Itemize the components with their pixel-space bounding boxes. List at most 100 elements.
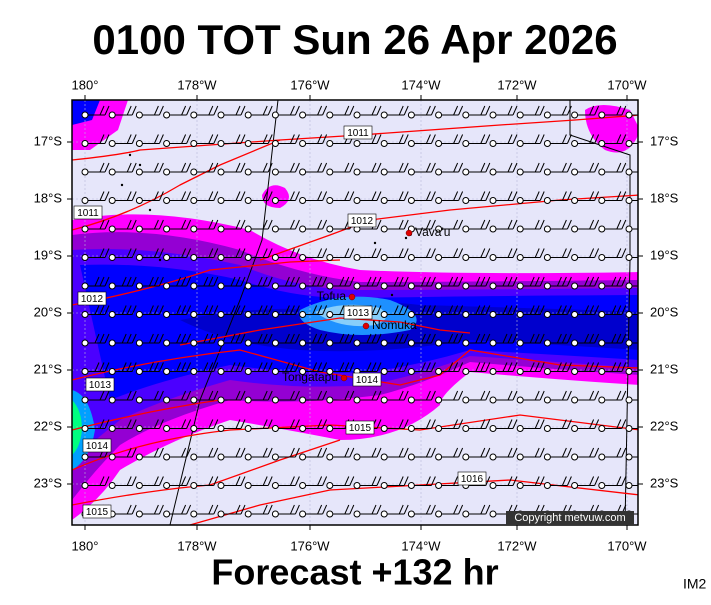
barb-flag [644,277,648,286]
barb-flag [262,191,268,201]
wind-barb [435,219,464,233]
barb-station [543,396,551,404]
wind-barb [571,219,600,233]
barb-station [190,482,198,489]
wind-barb [598,191,627,204]
barb-flag [485,305,491,315]
barb-station [516,453,524,461]
wind-barb [244,162,273,176]
wind-barb [299,219,328,233]
barb-flag [262,362,268,372]
barb-flag [649,277,653,286]
barb-flag [621,191,627,201]
barb-flag [584,333,590,344]
barb-station [380,168,388,176]
barb-station [543,339,551,347]
wind-barb [163,333,192,347]
barb-flag [403,162,409,173]
barb-flag [267,162,273,173]
barb-station [625,168,633,176]
wind-barb [489,219,518,233]
barb-station [571,225,579,233]
barb-station [299,311,307,318]
wind-barb [271,362,300,375]
barb-flag [539,305,545,315]
barb-flag [284,276,290,287]
barb-flag [349,447,355,458]
barb-flag [458,447,464,458]
title: 0100 TOT Sun 26 Apr 2026 [92,16,617,63]
barb-station [516,396,524,404]
wind-barb [489,276,518,290]
barb-station [271,197,279,204]
barb-flag [621,248,627,258]
wind-barb [353,333,382,347]
barb-flag [284,305,290,315]
barb-flag [349,191,355,201]
barb-flag [104,419,110,429]
barb-flag [148,305,154,315]
wind-barb [516,447,545,461]
wind-barb [543,390,572,404]
barb-flag [153,162,159,173]
barb-station [462,111,470,119]
barb-flag [186,447,192,458]
barb-station [598,254,606,261]
barb-flag [131,134,137,144]
wind-barb [489,390,518,404]
barb-flag [621,476,627,486]
wind-barb [135,362,164,375]
barb-station [163,197,171,204]
wind-barb [489,162,518,176]
wind-barb [435,191,464,204]
wind-barb [435,162,464,176]
lat-label-right: 22°S [650,418,679,433]
barb-flag [566,362,572,372]
barb-flag [121,333,127,344]
barb-flag [621,305,627,315]
barb-flag [371,191,377,201]
barb-flag [317,219,323,230]
wind-barb [271,191,300,204]
barb-station [108,111,116,119]
barb-flag [393,276,399,287]
wind-barb [244,305,273,318]
barb-station [190,168,198,176]
barb-station [190,396,198,404]
barb-flag [453,219,459,230]
barb-flag [502,333,508,344]
wind-barb [353,105,382,119]
barb-station [217,339,225,347]
wind-barb [81,134,110,147]
barb-flag [616,362,622,372]
barb-flag [294,162,300,173]
barb-station [244,482,252,489]
wind-barb [190,447,219,461]
barb-flag [539,419,545,429]
barb-station [217,197,225,204]
barb-station [190,311,198,318]
barb-station [190,368,198,375]
barb-flag [240,390,246,401]
barb-flag [262,219,268,230]
barb-station [462,368,470,375]
wind-barb [190,105,219,119]
barb-flag [349,333,355,344]
barb-flag [430,362,436,372]
barb-flag [153,504,159,515]
barb-flag [235,419,241,429]
barb-station [217,282,225,290]
barb-flag [621,134,627,144]
barb-flag [594,362,600,372]
barb-flag [480,105,486,116]
wind-barb [299,248,328,261]
barb-flag [158,390,164,401]
wind-barb [543,333,572,347]
barb-flag [376,219,382,230]
barb-station [380,225,388,233]
barb-flag [349,162,355,173]
barb-station [190,197,198,204]
barb-flag [453,333,459,344]
wind-barb [489,248,518,261]
barb-flag [475,276,481,287]
